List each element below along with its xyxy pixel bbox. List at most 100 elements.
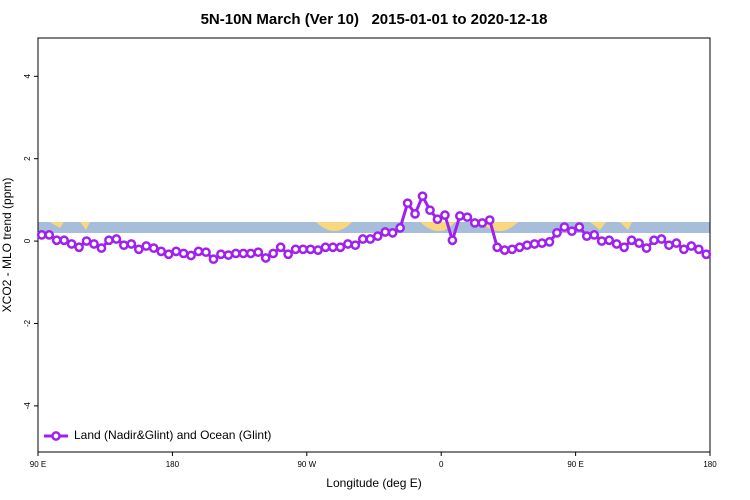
y-tick-label: -4 (23, 402, 32, 410)
point (455, 211, 465, 221)
point (529, 239, 540, 249)
point (596, 236, 607, 246)
point (156, 246, 167, 257)
y-tick-label: 2 (23, 156, 32, 161)
point (290, 244, 301, 255)
point (36, 230, 47, 240)
point (268, 248, 279, 259)
point (634, 238, 644, 248)
point (201, 247, 211, 258)
point (469, 218, 480, 228)
point (410, 209, 420, 219)
point (492, 242, 503, 253)
point (66, 239, 77, 249)
point (126, 239, 137, 249)
map-strip (38, 222, 710, 233)
point (328, 242, 338, 253)
point (395, 223, 405, 233)
point (619, 242, 629, 253)
x-axis-label: Longitude (deg E) (326, 476, 421, 490)
point (178, 248, 189, 259)
chart-title: 5N-10N March (Ver 10) 2015-01-01 to 2020… (201, 11, 548, 28)
point (223, 250, 234, 260)
point (208, 254, 219, 265)
point (537, 238, 547, 248)
point (484, 215, 495, 225)
point (141, 241, 152, 251)
point (447, 235, 458, 246)
point (104, 235, 114, 246)
point (626, 235, 637, 246)
point (544, 237, 555, 247)
point (186, 250, 196, 261)
point (417, 191, 428, 202)
point (432, 214, 443, 225)
y-tick-label: 4 (23, 74, 32, 79)
point (649, 235, 659, 246)
point (604, 235, 615, 246)
point (507, 244, 517, 255)
point (641, 243, 652, 253)
x-tick-label: 90 E (30, 460, 46, 469)
point (402, 198, 413, 209)
point (148, 243, 159, 253)
x-tick-label: 180 (166, 460, 180, 469)
point (59, 235, 69, 246)
point (96, 243, 107, 253)
point (298, 244, 308, 255)
point (283, 249, 293, 260)
point (44, 230, 55, 240)
point (89, 239, 99, 249)
point (574, 222, 585, 232)
point (163, 249, 174, 260)
point (693, 244, 704, 255)
point (559, 222, 570, 232)
point (111, 234, 122, 244)
point (440, 210, 450, 220)
point (387, 227, 398, 238)
point (357, 234, 368, 244)
point (305, 244, 316, 255)
point (499, 245, 510, 255)
y-axis-label: XCO2 - MLO trend (ppm) (0, 178, 14, 313)
point (335, 242, 346, 253)
point (589, 230, 600, 240)
legend-label: Land (Nadir&Glint) and Ocean (Glint) (74, 428, 271, 442)
point (231, 248, 241, 259)
point (372, 231, 383, 241)
point (686, 241, 697, 251)
point (320, 242, 331, 253)
point (477, 218, 488, 228)
point (253, 247, 264, 258)
point (343, 239, 353, 249)
point (514, 242, 525, 253)
point (567, 226, 577, 237)
legend-marker (51, 431, 61, 441)
point (425, 205, 435, 216)
point (656, 234, 667, 244)
point (552, 227, 562, 238)
point (51, 235, 62, 246)
point (664, 240, 674, 251)
point (679, 244, 689, 255)
point (313, 245, 323, 255)
y-tick-label: 0 (23, 238, 32, 243)
point (581, 231, 592, 241)
point (671, 238, 682, 248)
point (216, 249, 226, 260)
point (74, 242, 84, 253)
point (701, 249, 712, 260)
point (462, 212, 473, 223)
point (193, 246, 204, 257)
x-tick-label: 0 (439, 460, 444, 469)
point (350, 240, 361, 251)
point (81, 236, 92, 246)
plot-frame (37, 37, 711, 453)
x-tick-label: 90 W (297, 460, 316, 469)
x-tick-label: 90 E (567, 460, 583, 469)
point (245, 248, 256, 259)
x-tick-label: 180 (703, 460, 717, 469)
point (380, 227, 391, 237)
point (119, 240, 129, 251)
